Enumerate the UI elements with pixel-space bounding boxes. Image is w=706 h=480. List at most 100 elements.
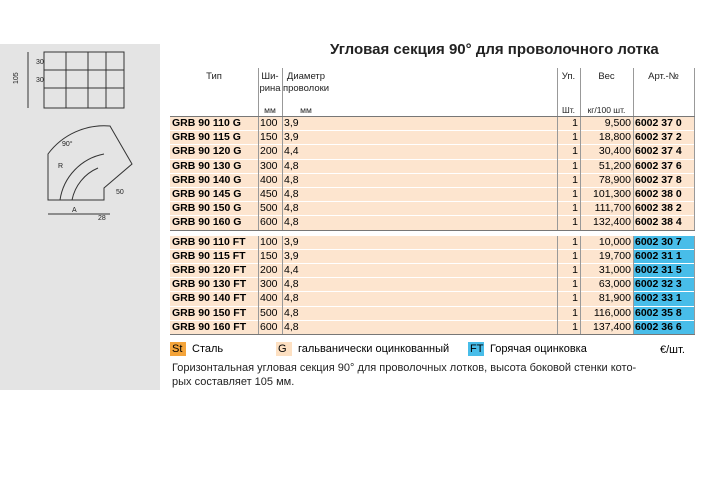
col-line [282,117,283,132]
col-line [258,188,259,203]
col-line [557,292,558,307]
col-line [580,216,581,231]
col-line [633,131,634,146]
legend-swatch [276,342,292,356]
cell: 137,400 [593,320,631,333]
col-line [580,173,581,188]
col-line [258,278,259,293]
col-line [557,117,558,132]
art-bg [633,159,694,173]
dim-label: A [72,207,77,214]
cell: 30,400 [598,145,631,158]
cell: 19,700 [598,249,631,262]
col-line [282,216,283,231]
col-line [282,202,283,217]
cell: 150 [260,131,278,144]
rule [170,229,695,231]
cell: 1 [572,188,578,200]
row-bg [170,117,695,131]
cell: 4,8 [284,306,299,319]
col-line [282,292,283,307]
col-line [258,131,259,146]
header-cell: Диаметр [286,71,326,82]
cell: 101,300 [593,188,631,200]
cell: 6002 38 4 [635,216,682,229]
cell: GRB 90 110 G [172,117,241,129]
row-bg [170,173,695,187]
col-line [557,264,558,279]
cell: 78,900 [598,173,631,186]
col-line [694,306,695,321]
col-line [258,235,259,250]
col-line [282,306,283,321]
col-line [258,292,259,307]
legend-swatch [468,342,484,356]
col-line [282,320,283,335]
cell: 3,9 [284,249,299,262]
col-line [633,278,634,293]
cell: 6002 38 2 [635,202,682,215]
art-bg [633,145,694,159]
col-line [282,278,283,293]
cell: 1 [572,235,578,248]
cell: 1 [572,320,578,333]
col-line [557,159,558,174]
col-line [580,264,581,279]
col-line [557,131,558,146]
cell: 116,000 [593,306,631,319]
cell: 6002 37 4 [635,145,682,158]
cell: GRB 90 130 G [172,159,242,172]
cell: 1 [572,292,578,305]
col-line [580,292,581,307]
col-line [258,202,259,217]
header-cell: Уп. [561,71,576,82]
col-line [580,131,581,146]
row-bg [170,306,695,320]
col-line [633,145,634,160]
art-bg [633,249,694,263]
cell: 3,9 [284,131,299,144]
cell: 400 [260,173,278,186]
col-line [557,216,558,231]
col-line [557,249,558,264]
legend-text: Горячая оцинковка [490,343,587,355]
col-line [694,278,695,293]
header-unit: кг/100 шт. [587,105,626,115]
col-line [633,202,634,217]
cell: 4,8 [284,173,299,186]
col-line [694,320,695,335]
cell: GRB 90 150 FT [172,306,247,319]
art-bg [633,117,694,131]
col-line [282,235,283,250]
cell: 6002 37 0 [635,117,682,129]
cell: 132,400 [593,216,631,229]
rule [170,116,695,117]
col-line [694,216,695,231]
col-line [633,173,634,188]
col-line [580,249,581,264]
col-line [282,159,283,174]
col-line [258,173,259,188]
cell: 1 [572,117,578,129]
header-cell: Вес [598,71,615,82]
col-line [580,188,581,203]
col-line [282,264,283,279]
col-line [694,235,695,250]
cell: 4,8 [284,278,299,291]
cell: 1 [572,216,578,229]
col-line [633,320,634,335]
cell: 300 [260,278,278,291]
art-bg [633,278,694,292]
cell: 1 [572,306,578,319]
row-bg [170,292,695,306]
cell: GRB 90 120 FT [172,264,247,276]
col-line [258,306,259,321]
cell: 4,8 [284,216,299,229]
description-line: Горизонтальная угловая секция 90° для пр… [172,362,637,374]
cell: 1 [572,173,578,186]
row-bg [170,188,695,202]
col-line [580,68,581,116]
col-line [580,159,581,174]
cell: 500 [260,306,278,319]
